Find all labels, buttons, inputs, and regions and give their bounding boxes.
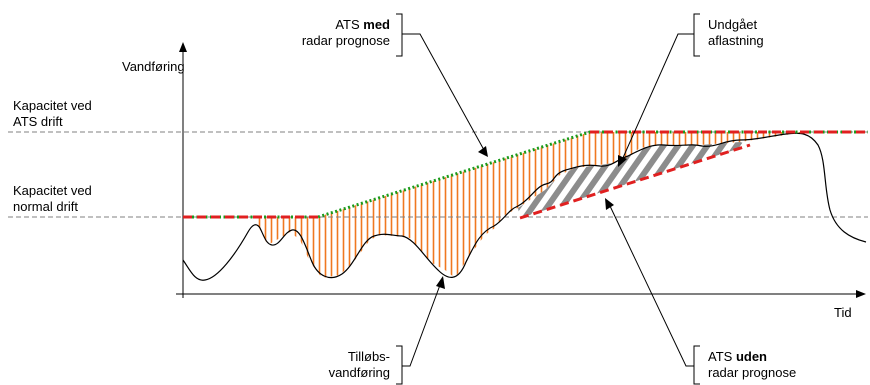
callout-ats-med-bold: med	[363, 17, 390, 32]
callout-tillob: Tilløbs- vandføring	[296, 349, 390, 381]
x-axis-label: Tid	[834, 305, 852, 321]
ats-capacity-label-line2: ATS drift	[13, 114, 92, 130]
ats-capacity-label: Kapacitet ved ATS drift	[13, 98, 92, 130]
callout-tillob-line1: Tilløbs-	[296, 349, 390, 365]
callout-ats-med-line2: radar prognose	[284, 33, 390, 49]
callout-undgaaet: Undgået aflastning	[708, 17, 764, 49]
callout-ats-med: ATS med radar prognose	[284, 17, 390, 49]
callout-bracket-ats-med	[396, 14, 402, 56]
callout-ats-med-prefix: ATS	[335, 17, 363, 32]
normal-capacity-label-line2: normal drift	[13, 199, 92, 215]
normal-capacity-label: Kapacitet ved normal drift	[13, 183, 92, 215]
callout-ats-uden: ATS uden radar prognose	[708, 349, 796, 381]
ats-capacity-label-line1: Kapacitet ved	[13, 98, 92, 114]
callout-ats-uden-bold: uden	[736, 349, 767, 364]
callout-ats-uden-line1: ATS uden	[708, 349, 796, 365]
callout-undgaaet-line2: aflastning	[708, 33, 764, 49]
pointer-tillob	[402, 285, 440, 366]
callout-undgaaet-line1: Undgået	[708, 17, 764, 33]
pointer-ats-med	[402, 34, 484, 150]
pointer-ats-uden	[610, 206, 694, 366]
callout-bracket-ats-uden	[694, 346, 700, 384]
callout-bracket-tillob	[396, 346, 402, 384]
callout-ats-uden-line2: radar prognose	[708, 365, 796, 381]
callout-bracket-undgaaet	[694, 14, 700, 56]
y-axis-label: Vandføring	[122, 59, 185, 75]
pointer-head-tillob	[436, 276, 445, 289]
y-axis-arrow	[179, 42, 187, 52]
callout-ats-med-line1: ATS med	[284, 17, 390, 33]
callout-tillob-line2: vandføring	[296, 365, 390, 381]
callout-ats-uden-prefix: ATS	[708, 349, 736, 364]
normal-capacity-label-line1: Kapacitet ved	[13, 183, 92, 199]
pointer-head-ats-uden	[605, 198, 614, 210]
x-axis-arrow	[856, 290, 866, 298]
